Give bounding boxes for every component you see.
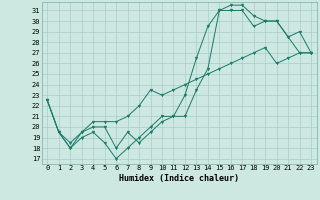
X-axis label: Humidex (Indice chaleur): Humidex (Indice chaleur) [119, 174, 239, 183]
